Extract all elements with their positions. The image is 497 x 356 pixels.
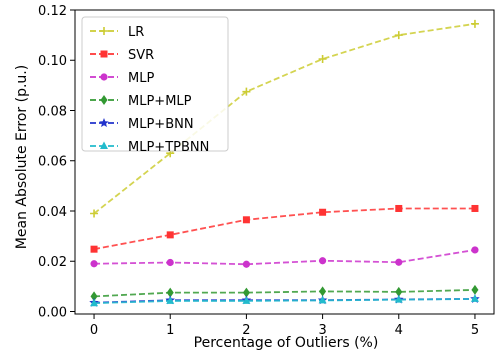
legend-entry: MLP+BNN <box>90 117 194 132</box>
legend-marker <box>100 95 108 105</box>
y-tick-label: 0.00 <box>38 305 67 320</box>
data-point <box>470 19 479 28</box>
legend-entry: MLP <box>90 71 154 86</box>
legend-marker <box>100 27 108 35</box>
data-point <box>90 260 98 268</box>
series-lr <box>90 19 479 218</box>
y-tick-label: 0.02 <box>38 255 67 270</box>
data-point <box>394 31 403 40</box>
data-point <box>90 209 99 218</box>
legend-entry: SVR <box>90 48 154 63</box>
data-point <box>90 245 98 253</box>
x-tick-label: 3 <box>318 323 326 338</box>
data-point <box>319 286 327 297</box>
series-line <box>93 207 475 251</box>
legend-label: SVR <box>128 48 154 63</box>
y-tick-label: 0.06 <box>38 155 67 170</box>
series-line <box>94 249 476 266</box>
legend-label: MLP+TPBNN <box>128 140 209 155</box>
data-point <box>242 296 251 304</box>
plot-area: 0.00 0.02 0.04 0.06 0.08 0.10 0.12 0 1 2 3 4 5 LR SVR M… <box>38 4 495 338</box>
series-mlp <box>90 246 479 268</box>
legend-label: MLP+MLP <box>128 94 192 109</box>
series-svr <box>90 204 479 253</box>
data-point <box>394 295 403 303</box>
legend-entry: MLP+TPBNN <box>90 140 209 155</box>
data-point <box>395 286 403 297</box>
x-tick-label: 2 <box>242 323 250 338</box>
legend-marker <box>99 118 109 128</box>
y-tick-label: 0.10 <box>38 54 67 69</box>
legend-entry: LR <box>90 25 144 40</box>
series-mlp-tpbnn <box>90 294 479 307</box>
data-point <box>242 216 250 224</box>
data-point <box>395 258 403 266</box>
legend-marker <box>100 50 108 58</box>
data-point <box>318 54 327 63</box>
x-tick-label: 5 <box>471 323 479 338</box>
data-point <box>395 204 403 212</box>
plot-frame <box>74 9 495 315</box>
data-point <box>166 258 174 267</box>
x-tick-label: 1 <box>166 323 174 338</box>
y-axis-label: Mean Absolute Error (p.u.) <box>14 65 30 249</box>
legend-label: MLP <box>128 71 154 86</box>
data-point <box>318 257 327 265</box>
legend-label: MLP+BNN <box>128 117 194 132</box>
legend-marker <box>100 141 108 149</box>
data-point <box>471 284 479 295</box>
series-line <box>93 22 476 215</box>
data-point <box>166 231 174 239</box>
series-line <box>94 288 475 298</box>
data-point <box>242 260 251 268</box>
legend-entry: MLP+MLP <box>90 94 192 109</box>
data-point <box>318 295 327 304</box>
x-axis-label: Percentage of Outliers (%) <box>194 335 379 351</box>
data-point <box>471 204 479 212</box>
x-tick-label: 0 <box>90 323 98 338</box>
data-point <box>166 296 175 304</box>
legend-marker <box>100 73 108 81</box>
data-point <box>470 294 479 302</box>
data-point <box>319 208 327 216</box>
data-point <box>166 287 174 298</box>
y-tick-label: 0.08 <box>38 104 67 119</box>
data-point <box>242 87 251 96</box>
data-point <box>90 298 99 307</box>
y-tick-label: 0.12 <box>38 4 67 19</box>
series-line <box>94 298 475 305</box>
data-point <box>242 287 250 298</box>
y-tick-label: 0.04 <box>38 205 67 220</box>
data-point <box>471 246 479 254</box>
legend-label: LR <box>128 25 144 40</box>
data-point <box>90 291 98 302</box>
legend-box <box>81 16 229 152</box>
x-tick-label: 4 <box>395 323 403 338</box>
legend: LR SVR MLP MLP+MLP MLP+BNN MLP+TPBNN <box>81 16 229 155</box>
series-mlp-mlp <box>90 284 479 302</box>
